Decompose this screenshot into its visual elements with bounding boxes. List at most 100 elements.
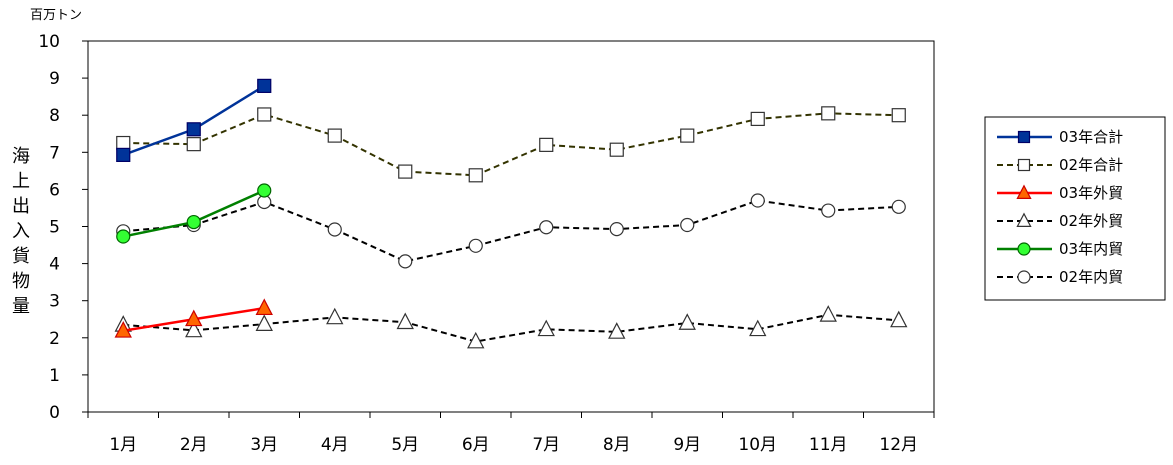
data-point [821,106,836,121]
y-tick-label: 5 [49,218,60,238]
x-tick-label: 1月 [109,435,137,455]
data-point [678,313,696,330]
data-point [116,147,131,162]
data-point [468,168,483,183]
data-point [255,298,273,316]
legend-entry: 03年外貿 [997,184,1123,202]
x-tick-label: 6月 [462,435,490,455]
data-point [396,312,414,330]
axes: 0 1 2 3 4 5 6 7 8 9 10 1月 2月 3月 4月 5月 6月 7月 8月 9月 10月 11月 12月 [38,32,935,455]
series-6 [116,193,906,269]
legend-entry: 02年外貿 [997,212,1123,230]
data-point [821,203,836,218]
legend-marker [1017,130,1031,144]
legend-marker [1017,158,1031,172]
legend: 03年合計 02年合計 03年外貿 02年外貿 03年内貿 02年内貿 [984,116,1166,301]
legend-marker [1016,212,1032,227]
legend-entry: 03年合計 [997,128,1123,146]
data-point [819,305,837,322]
series-3 [114,298,273,338]
legend-label: 02年合計 [1059,156,1123,174]
x-tick-label: 3月 [250,435,278,455]
data-point [185,309,203,327]
legend-entry: 02年合計 [997,156,1123,174]
data-point [327,128,342,143]
series-4 [114,305,908,349]
legend-label: 02年外貿 [1059,212,1123,230]
legend-marker [1016,184,1032,199]
data-point [890,310,908,328]
data-point [116,229,131,244]
y-tick-label: 2 [49,329,60,349]
y-label-char: 出 [12,196,30,217]
data-point [680,128,695,143]
y-tick-label: 0 [49,403,60,423]
data-point [327,222,342,237]
data-point [891,199,906,214]
data-point [539,137,554,152]
x-tick-label: 2月 [180,435,208,455]
data-point [398,254,413,269]
series-line [123,313,899,343]
data-point [467,331,485,349]
data-point [680,217,695,233]
data-point [537,319,555,337]
data-point [257,183,272,198]
data-point [257,78,272,93]
x-tick-label: 11月 [809,435,848,455]
legend-label: 03年内貿 [1059,240,1123,258]
data-point [326,307,344,325]
legend-label: 03年合計 [1059,128,1123,146]
data-point [608,322,626,339]
data-point [186,137,201,152]
y-tick-label: 8 [49,106,60,126]
data-point [116,135,131,151]
data-point [891,108,906,123]
series-5 [116,183,272,244]
data-point [750,193,765,208]
y-tick-label: 4 [49,255,60,275]
y-label-char: 海 [12,146,30,167]
data-point [609,221,624,237]
data-point [255,314,273,331]
data-point [398,164,413,179]
data-point [609,142,624,157]
x-tick-label: 12月 [879,435,918,455]
data-point [749,319,767,337]
data-point [186,122,201,137]
x-tick-label: 9月 [673,435,701,455]
series-group [114,78,908,349]
legend-entry: 02年内貿 [997,268,1123,286]
data-point [257,107,272,122]
x-tick-label: 10月 [738,435,777,455]
data-point [539,220,554,235]
series-1 [116,78,272,162]
x-tick-label: 4月 [321,435,349,455]
legend-marker [1017,270,1031,284]
data-point [185,320,203,338]
series-line [123,199,899,263]
y-label-char: 入 [12,221,30,242]
y-tick-label: 9 [49,69,60,89]
y-tick-label: 3 [49,292,60,312]
y-label-char: 量 [12,296,30,317]
x-tick-label: 5月 [391,435,419,455]
y-tick-label: 7 [49,143,60,163]
y-label-char: 物 [12,271,30,292]
legend-entry: 03年内貿 [997,240,1123,258]
legend-label: 02年内貿 [1059,268,1123,286]
plot-area [87,40,935,413]
y-label-char: 上 [12,171,30,192]
series-2 [116,106,906,183]
data-point [186,214,201,230]
y-tick-label: 10 [38,32,60,52]
x-tick-label: 7月 [532,435,560,455]
y-tick-label: 1 [49,366,60,386]
x-tick-label: 8月 [603,435,631,455]
series-line [123,112,899,177]
legend-marker [1017,242,1031,256]
data-point [468,238,483,253]
y-unit-label: 百万トン [30,8,82,23]
